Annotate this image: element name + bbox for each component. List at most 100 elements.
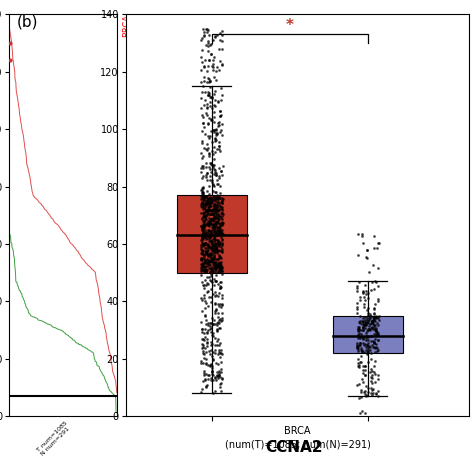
Point xyxy=(210,234,218,242)
Point xyxy=(209,389,217,397)
Point xyxy=(212,201,220,209)
Point xyxy=(201,130,209,138)
Point xyxy=(359,326,367,334)
Point xyxy=(217,167,225,175)
Point xyxy=(371,348,379,356)
Point xyxy=(361,409,369,417)
Point xyxy=(208,223,216,231)
Point xyxy=(202,207,210,215)
Point xyxy=(202,208,210,216)
Point xyxy=(208,215,216,222)
Point xyxy=(202,247,210,255)
Point xyxy=(374,244,381,252)
Point xyxy=(214,360,222,368)
Point xyxy=(214,318,222,326)
Point xyxy=(212,76,219,83)
Point xyxy=(199,200,206,207)
Point xyxy=(368,318,376,325)
Point xyxy=(206,276,214,284)
Point xyxy=(214,300,222,308)
Point xyxy=(204,62,212,70)
Point xyxy=(373,390,380,398)
Point xyxy=(215,146,222,153)
Point xyxy=(206,219,213,227)
Point xyxy=(374,315,382,322)
Point xyxy=(206,132,214,140)
Point xyxy=(364,337,372,344)
Point xyxy=(207,374,215,382)
Point xyxy=(208,231,216,238)
Point xyxy=(207,195,215,203)
Point xyxy=(360,323,367,330)
Point xyxy=(215,223,223,231)
Point xyxy=(215,45,223,53)
Point xyxy=(211,135,219,142)
Point xyxy=(366,343,374,351)
Point xyxy=(200,233,208,241)
Point xyxy=(213,32,221,39)
Point xyxy=(371,323,378,331)
Point xyxy=(206,256,213,264)
Point xyxy=(207,255,214,262)
Point xyxy=(205,221,212,228)
Point xyxy=(355,323,362,331)
Point xyxy=(216,240,223,247)
Point xyxy=(215,242,222,250)
Point xyxy=(207,40,214,47)
Point xyxy=(358,348,365,356)
Point xyxy=(208,215,215,222)
Point xyxy=(201,200,209,207)
Point xyxy=(200,240,208,247)
Point xyxy=(208,340,215,347)
Point xyxy=(354,284,361,292)
Point xyxy=(218,301,226,309)
Point xyxy=(199,242,207,249)
Point xyxy=(218,226,226,234)
Point xyxy=(214,214,221,222)
Point xyxy=(203,200,210,207)
Point xyxy=(214,263,221,270)
Point xyxy=(201,232,208,240)
Point xyxy=(364,246,371,253)
Point xyxy=(358,231,366,238)
Point xyxy=(216,143,223,150)
Point xyxy=(364,254,371,262)
Point xyxy=(201,56,209,64)
Point xyxy=(215,268,223,276)
Point xyxy=(198,243,205,251)
Point xyxy=(374,297,382,305)
Point xyxy=(359,317,367,324)
Point xyxy=(212,218,219,226)
Point xyxy=(214,238,222,246)
Point xyxy=(217,238,224,246)
Point xyxy=(204,250,211,258)
Point xyxy=(198,335,205,343)
Point xyxy=(370,310,378,317)
Point xyxy=(215,174,223,182)
Point xyxy=(218,262,225,270)
Point xyxy=(360,293,368,301)
Point xyxy=(216,383,224,391)
Point xyxy=(216,346,223,354)
Point xyxy=(364,319,372,327)
Point xyxy=(203,210,211,218)
Point xyxy=(366,310,374,318)
Point xyxy=(199,250,207,258)
Point xyxy=(209,352,216,359)
Point xyxy=(205,91,213,99)
Point xyxy=(373,331,381,339)
Point xyxy=(354,325,362,333)
Point xyxy=(205,347,213,355)
Point xyxy=(371,357,379,365)
Point xyxy=(211,239,219,246)
Point xyxy=(204,253,212,260)
Point xyxy=(214,99,222,106)
Point xyxy=(216,374,224,381)
Point xyxy=(209,206,216,214)
Point xyxy=(213,225,221,232)
Point xyxy=(367,286,375,294)
Point xyxy=(199,250,206,257)
Point xyxy=(359,369,367,377)
Point xyxy=(213,262,220,269)
Point xyxy=(215,241,223,248)
